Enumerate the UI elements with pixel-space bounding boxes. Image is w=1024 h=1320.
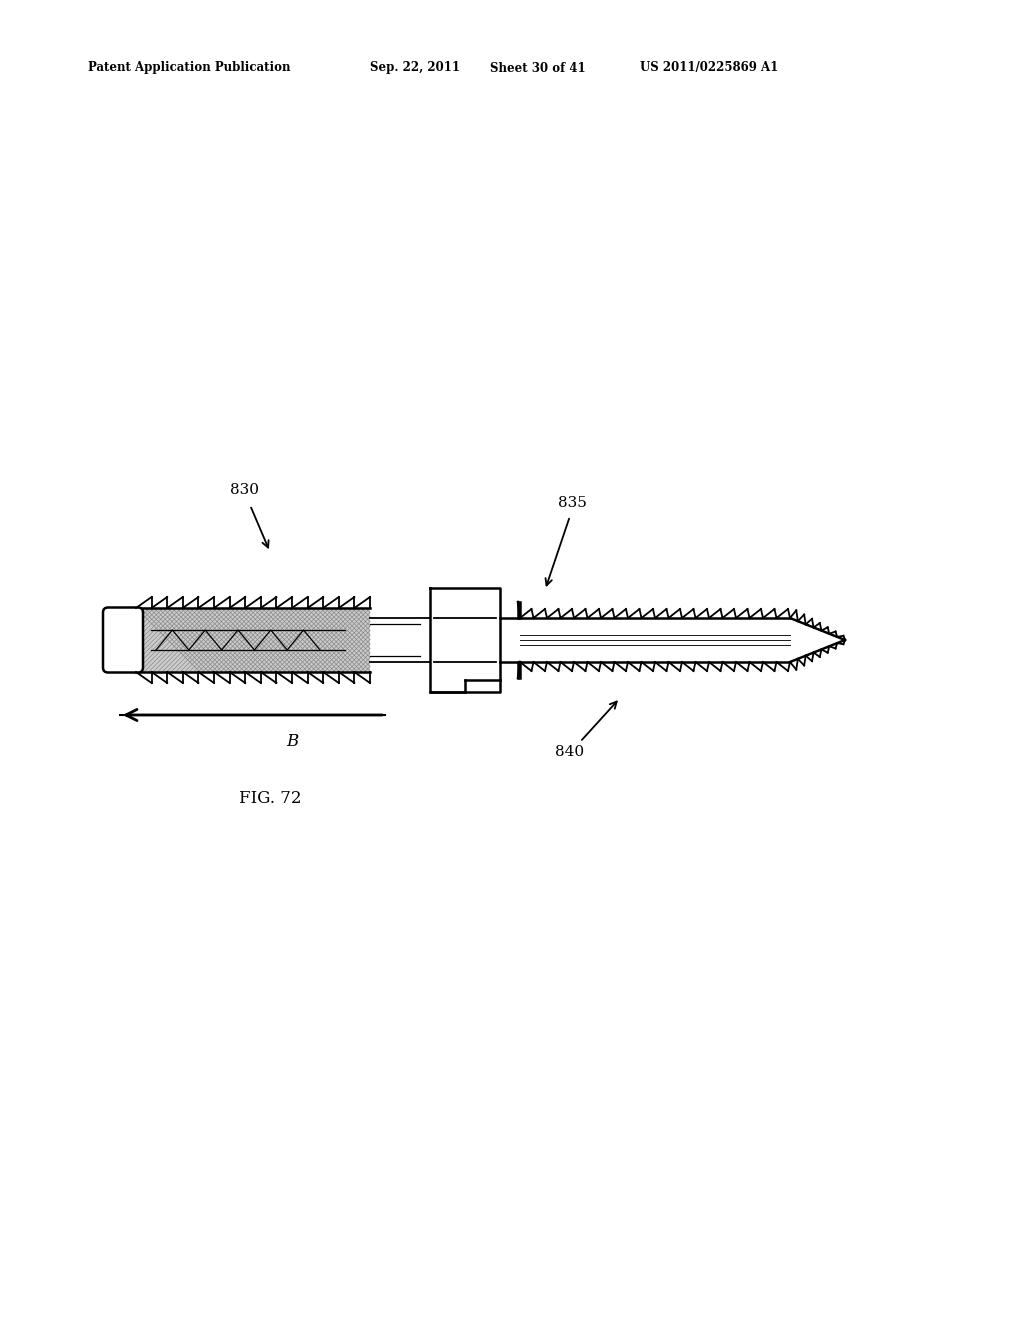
Text: 830: 830 (230, 483, 259, 498)
FancyBboxPatch shape (103, 607, 143, 672)
Text: US 2011/0225869 A1: US 2011/0225869 A1 (640, 62, 778, 74)
Text: B: B (287, 733, 299, 750)
Bar (136, 609, 370, 672)
Text: Sheet 30 of 41: Sheet 30 of 41 (490, 62, 586, 74)
Text: Sep. 22, 2011: Sep. 22, 2011 (370, 62, 460, 74)
Text: 835: 835 (558, 496, 587, 510)
Text: 840: 840 (555, 744, 584, 759)
Text: Patent Application Publication: Patent Application Publication (88, 62, 291, 74)
Text: FIG. 72: FIG. 72 (239, 789, 301, 807)
